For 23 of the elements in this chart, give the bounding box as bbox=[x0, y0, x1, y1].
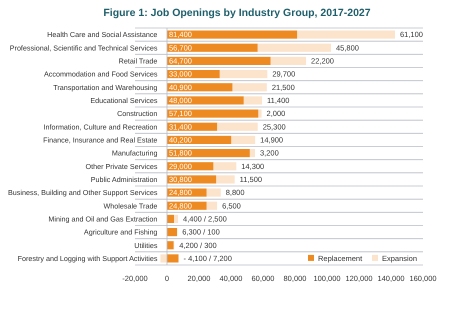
bar bbox=[167, 214, 174, 223]
bar bbox=[160, 254, 167, 262]
bar bbox=[232, 83, 267, 92]
bar bbox=[167, 228, 178, 236]
bar bbox=[216, 175, 235, 184]
bar bbox=[297, 30, 395, 39]
bar bbox=[174, 214, 178, 223]
bar bbox=[167, 241, 174, 250]
bar bbox=[217, 122, 258, 131]
bar bbox=[206, 202, 218, 210]
bar bbox=[258, 44, 331, 52]
bar bbox=[244, 96, 262, 104]
bar bbox=[258, 110, 262, 118]
bar bbox=[167, 30, 298, 39]
bar bbox=[220, 70, 268, 78]
bar bbox=[231, 136, 256, 144]
bar bbox=[206, 188, 221, 197]
bar bbox=[213, 162, 236, 170]
bar bbox=[167, 44, 258, 52]
bar bbox=[167, 254, 179, 262]
bar bbox=[270, 56, 306, 65]
bar bbox=[250, 149, 255, 158]
chart-title: Figure 1: Job Openings by Industry Group, 2017-2027 bbox=[103, 7, 371, 19]
